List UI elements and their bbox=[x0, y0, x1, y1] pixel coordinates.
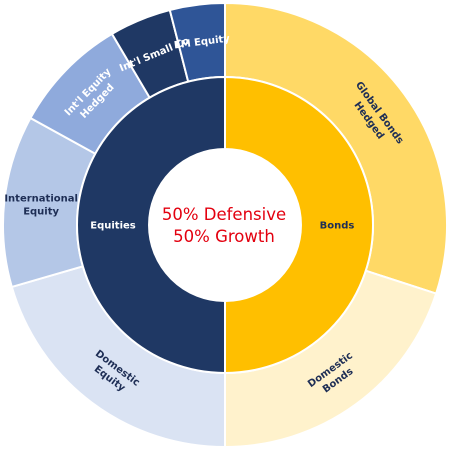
label-international-equity: International Equity bbox=[4, 194, 78, 218]
label-equities: Equities bbox=[90, 221, 136, 232]
center-hole bbox=[149, 149, 301, 301]
center-text-defensive: 50% Defensive bbox=[162, 205, 286, 224]
center-text-growth: 50% Growth bbox=[173, 227, 275, 246]
label-bonds: Bonds bbox=[320, 221, 355, 232]
